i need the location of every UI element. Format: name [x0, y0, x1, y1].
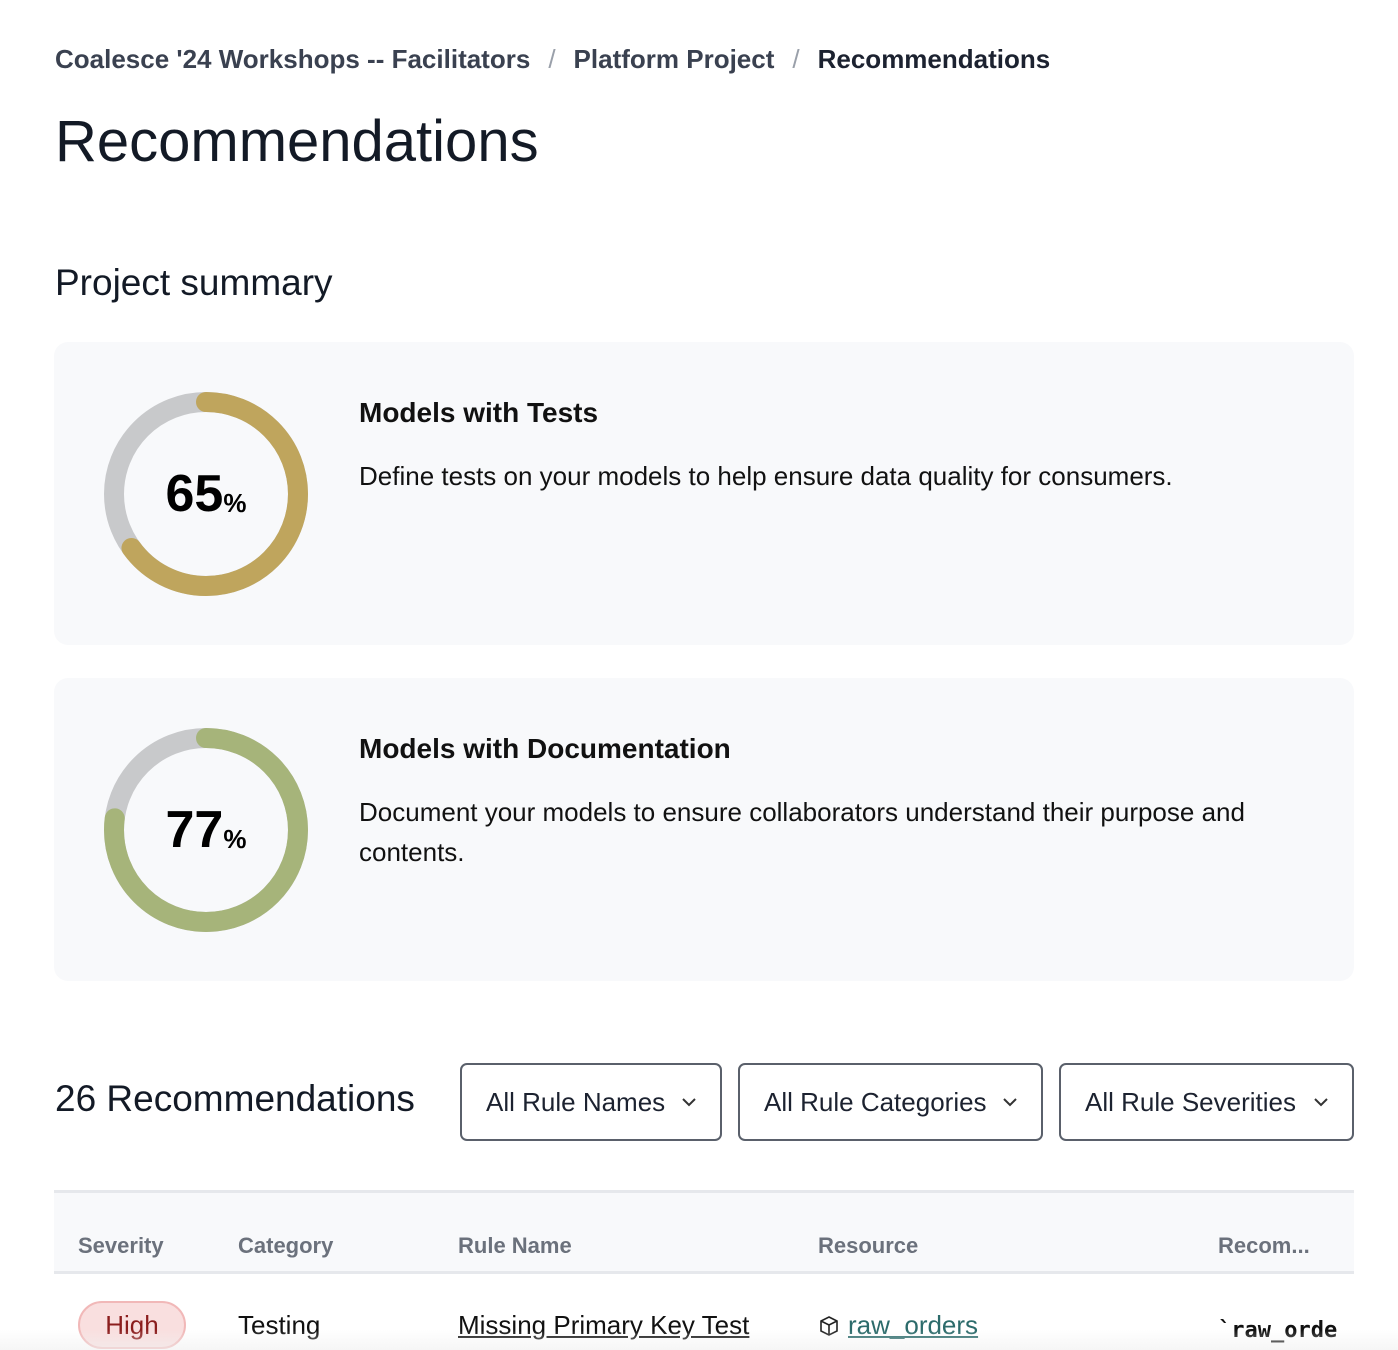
- rule-names-filter[interactable]: All Rule Names: [460, 1063, 722, 1141]
- card-title: Models with Tests: [359, 397, 599, 428]
- chevron-down-icon: [682, 1098, 696, 1107]
- filter-label: All Rule Names: [486, 1086, 666, 1117]
- card-title: Models with Documentation: [359, 733, 731, 764]
- progress-ring: [104, 728, 308, 932]
- breadcrumb-current: Recommendations: [817, 44, 1051, 74]
- column-category[interactable]: Category: [238, 1233, 334, 1258]
- chevron-down-icon: [1003, 1098, 1017, 1107]
- scroll-fade: [0, 1330, 1398, 1350]
- breadcrumb-separator: /: [792, 44, 800, 74]
- column-resource[interactable]: Resource: [818, 1233, 919, 1258]
- filter-label: All Rule Severities: [1085, 1086, 1296, 1117]
- percent-value: 77%: [165, 801, 247, 859]
- summary-card-documentation: 77% Models with Documentation Document y…: [54, 678, 1354, 981]
- column-recommendation[interactable]: Recom...: [1218, 1233, 1310, 1258]
- breadcrumb-separator: /: [548, 44, 556, 74]
- column-rule-name[interactable]: Rule Name: [458, 1233, 572, 1258]
- rule-severities-filter[interactable]: All Rule Severities: [1059, 1063, 1354, 1141]
- progress-ring: [104, 392, 308, 596]
- breadcrumb-account[interactable]: Coalesce '24 Workshops -- Facilitators: [55, 44, 531, 74]
- breadcrumb-project[interactable]: Platform Project: [573, 44, 775, 74]
- page-title: Recommendations: [55, 109, 539, 174]
- card-description: Document your models to ensure collabora…: [359, 797, 1245, 867]
- percent-value: 65%: [165, 465, 247, 523]
- column-severity[interactable]: Severity: [78, 1233, 164, 1258]
- filter-label: All Rule Categories: [764, 1086, 987, 1117]
- recommendations-count: 26 Recommendations: [55, 1078, 415, 1119]
- summary-card-tests: 65% Models with Tests Define tests on yo…: [54, 342, 1354, 645]
- card-description: Define tests on your models to help ensu…: [359, 461, 1173, 491]
- section-title: Project summary: [55, 262, 333, 303]
- ring-progress: [104, 728, 308, 932]
- rule-categories-filter[interactable]: All Rule Categories: [738, 1063, 1043, 1141]
- chevron-down-icon: [1314, 1098, 1328, 1107]
- table-header: Severity Category Rule Name Resource Rec…: [54, 1190, 1354, 1274]
- breadcrumb: Coalesce '24 Workshops -- Facilitators / …: [55, 44, 1050, 75]
- ring-progress: [104, 392, 308, 596]
